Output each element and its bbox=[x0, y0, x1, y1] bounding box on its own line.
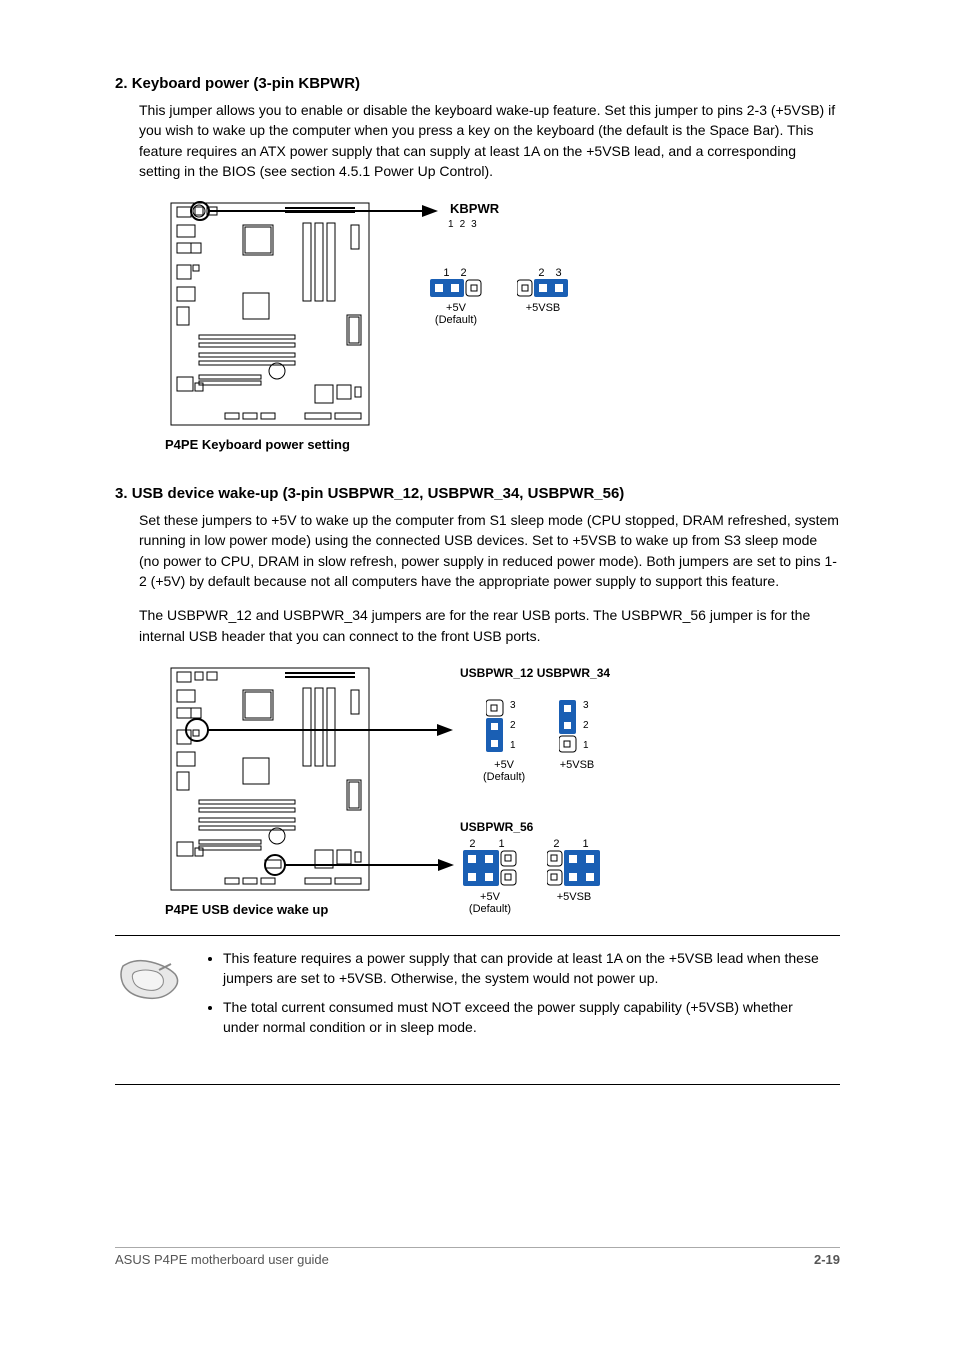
usbpwr-bot-label: USBPWR_56 bbox=[460, 820, 533, 834]
svg-text:2: 2 bbox=[583, 720, 589, 731]
callout-arrow-1 bbox=[190, 197, 440, 227]
jumper-desc: (Default) bbox=[463, 903, 517, 915]
jumper-desc: +5V bbox=[483, 759, 525, 771]
usbpwr-top-label: USBPWR_12 USBPWR_34 bbox=[460, 666, 610, 680]
jumper3-para1: Set these jumpers to +5V to wake up the … bbox=[139, 510, 840, 591]
jumper3-figure: USBPWR_12 USBPWR_34 3 2 1 +5V (Default) bbox=[165, 660, 840, 915]
svg-text:3: 3 bbox=[583, 700, 589, 711]
jumper3-caption: P4PE USB device wake up bbox=[165, 902, 328, 917]
pin-label: 1 bbox=[448, 219, 460, 230]
kbpwr-label: KBPWR bbox=[450, 201, 499, 216]
note-item-1: This feature requires a power supply tha… bbox=[223, 948, 830, 989]
jumper-desc: (Default) bbox=[430, 314, 482, 326]
jumper3-num: 3. bbox=[115, 485, 128, 502]
jumper2-caption: P4PE Keyboard power setting bbox=[165, 437, 350, 452]
pin-label: 2 bbox=[460, 219, 472, 230]
jumper3-title: USB device wake-up (3-pin USBPWR_12, USB… bbox=[132, 485, 625, 502]
pin-label: 3 bbox=[471, 219, 483, 230]
callout-arrow-2b bbox=[263, 850, 458, 880]
svg-text:1: 1 bbox=[510, 740, 516, 751]
jumper-desc: +5VSB bbox=[517, 302, 569, 314]
jumper-desc: +5V bbox=[430, 302, 482, 314]
callout-arrow-2a bbox=[185, 715, 455, 745]
mobo-diagram-1 bbox=[165, 195, 375, 430]
footer-left: ASUS P4PE motherboard user guide bbox=[115, 1252, 329, 1267]
jumper3-heading: 3. USB device wake-up (3-pin USBPWR_12, … bbox=[115, 485, 840, 502]
jumper-desc: +5VSB bbox=[559, 759, 595, 771]
pin-label: 2 3 bbox=[535, 267, 569, 279]
jumper-desc: (Default) bbox=[483, 771, 525, 783]
jumper2-para1: This jumper allows you to enable or disa… bbox=[139, 100, 840, 181]
jumper3-para2: The USBPWR_12 and USBPWR_34 jumpers are … bbox=[139, 605, 840, 646]
usbpwr-bot-opt1: 2 1 +5V (Default) bbox=[463, 838, 517, 915]
jumper2-num: 2. bbox=[115, 75, 128, 92]
jumper-desc: +5VSB bbox=[547, 891, 601, 903]
jumper2-opt2: 2 3 +5VSB bbox=[517, 267, 569, 314]
usbpwr-top-opt1: 3 2 1 +5V (Default) bbox=[483, 698, 525, 783]
usbpwr-bot-opt2: 2 1 +5VSB bbox=[547, 838, 601, 903]
pin-label: 2 1 bbox=[467, 838, 517, 850]
svg-text:1: 1 bbox=[583, 740, 589, 751]
usbpwr-top-opt2: 3 2 1 +5VSB bbox=[559, 698, 595, 771]
note-hand-icon bbox=[115, 954, 185, 1009]
jumper2-title: Keyboard power (3-pin KBPWR) bbox=[132, 75, 360, 92]
note-item-2: The total current consumed must NOT exce… bbox=[223, 997, 830, 1038]
pin-label: 2 1 bbox=[551, 838, 601, 850]
jumper2-figure: KBPWR 123 1 2 +5V (Default) 2 3 bbox=[165, 195, 840, 455]
footer-right: 2-19 bbox=[814, 1252, 840, 1267]
svg-text:3: 3 bbox=[510, 700, 516, 711]
page-footer: ASUS P4PE motherboard user guide 2-19 bbox=[115, 1247, 840, 1267]
note-block: This feature requires a power supply tha… bbox=[115, 935, 840, 1085]
svg-text:2: 2 bbox=[510, 720, 516, 731]
jumper2-opt1: 1 2 +5V (Default) bbox=[430, 267, 482, 326]
jumper2-heading: 2. Keyboard power (3-pin KBPWR) bbox=[115, 75, 840, 92]
pin-label: 1 2 bbox=[432, 267, 482, 279]
jumper-desc: +5V bbox=[463, 891, 517, 903]
